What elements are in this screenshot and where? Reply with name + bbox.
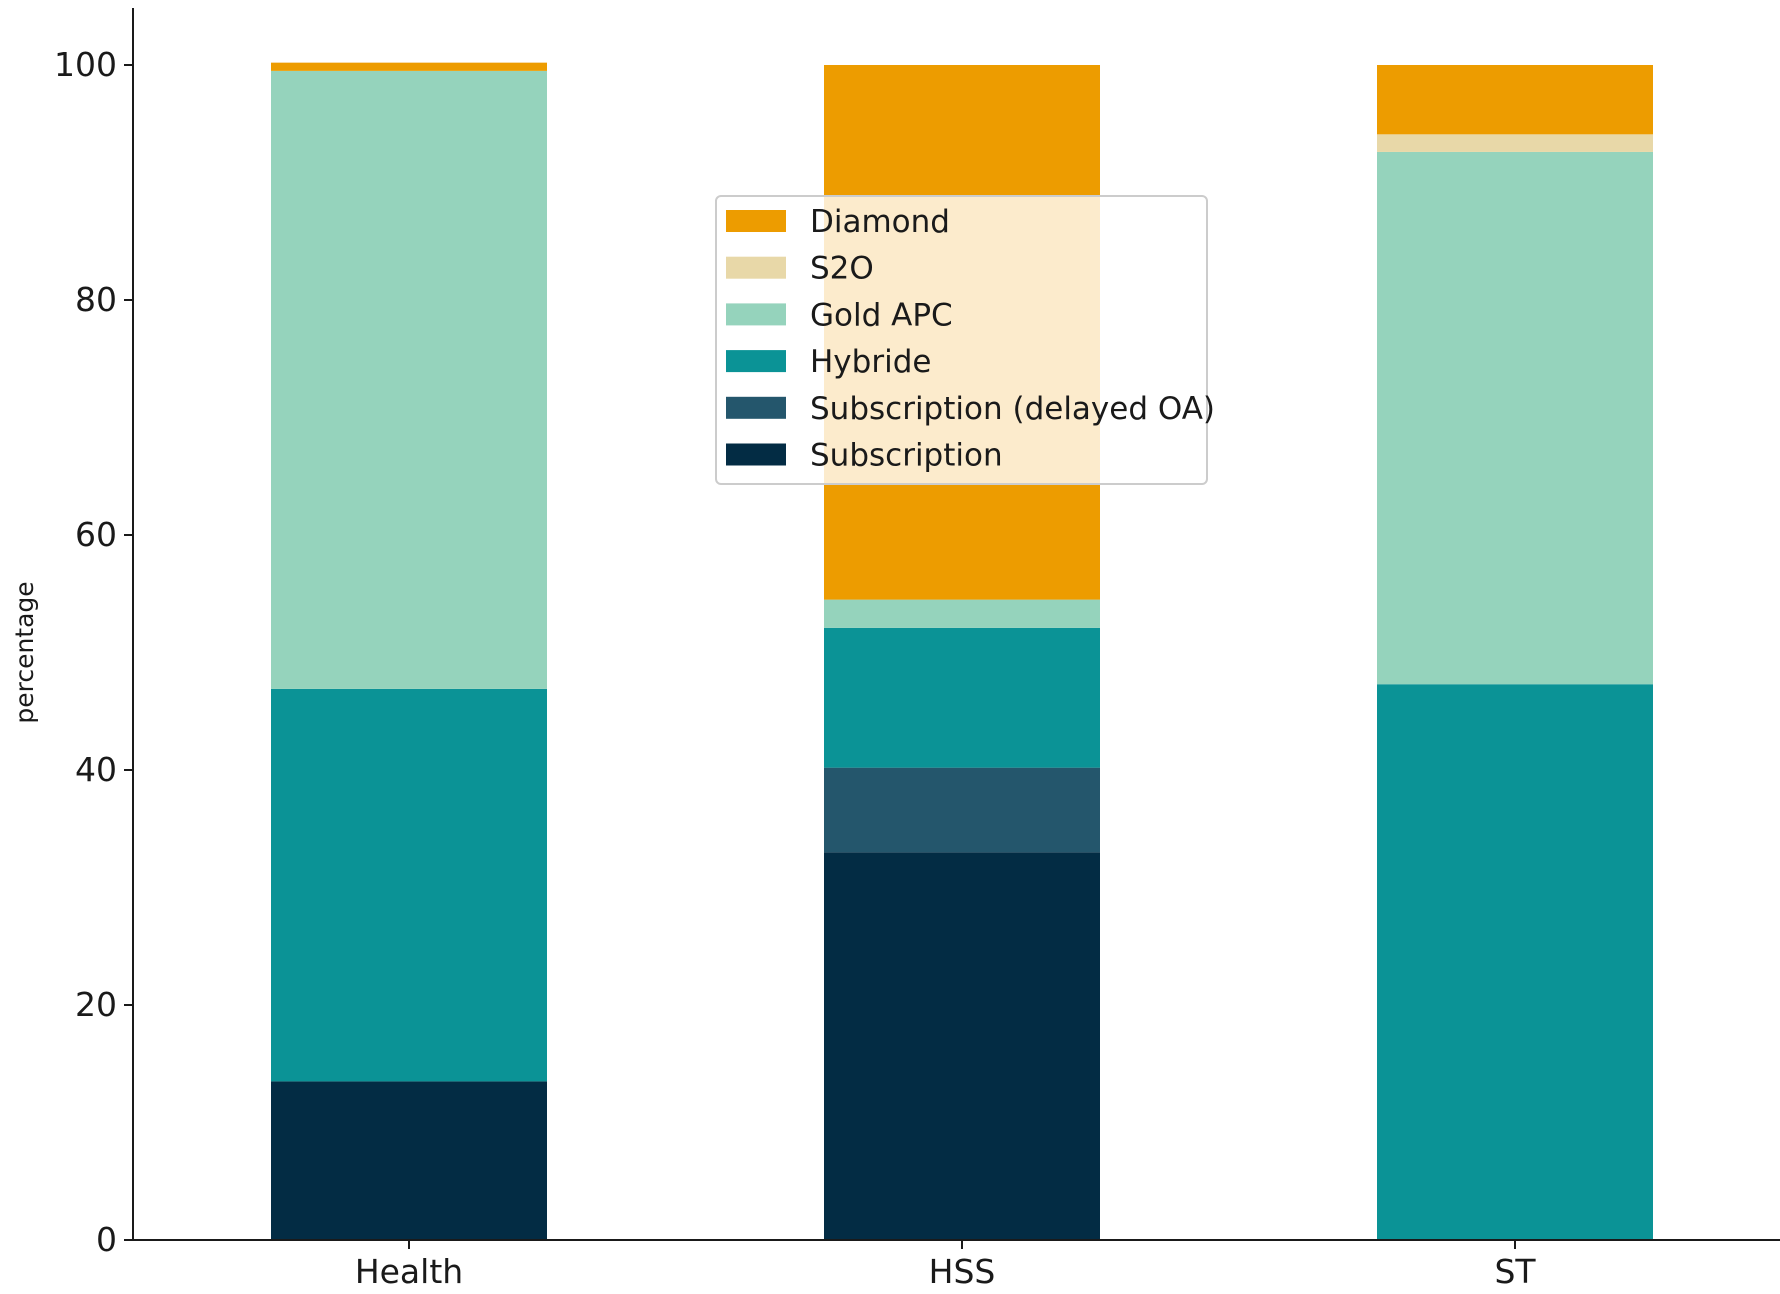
legend-label-hybride: Hybride xyxy=(810,344,931,380)
y-tick-label: 0 xyxy=(96,1220,117,1259)
bar-stack-st xyxy=(1377,65,1653,1240)
bar-segment-st-gold-apc xyxy=(1377,151,1653,685)
bar-segment-hss-gold-apc xyxy=(824,599,1100,628)
legend-swatch-hybride xyxy=(726,350,786,373)
legend-label-subscription-delayed-oa: Subscription (delayed OA) xyxy=(810,391,1215,427)
x-tick-label-health: Health xyxy=(355,1252,463,1291)
x-tick-label-st: ST xyxy=(1494,1252,1536,1291)
legend-label-gold-apc: Gold APC xyxy=(810,297,953,333)
bar-segment-hss-subscription xyxy=(824,852,1100,1240)
bar-segment-st-hybride xyxy=(1377,684,1653,1240)
bar-segment-health-hybride xyxy=(271,688,547,1082)
legend-label-subscription: Subscription xyxy=(810,438,1003,474)
y-tick-label: 80 xyxy=(75,280,117,319)
legend: Diamond S2O Gold APC Hybride Subscription (d… xyxy=(715,195,1215,485)
legend-swatch-gold-apc xyxy=(726,303,786,326)
y-tick-label: 20 xyxy=(75,985,117,1024)
legend-swatch-subscription xyxy=(726,443,786,466)
y-tick-label: 60 xyxy=(75,515,117,554)
y-tick-label: 100 xyxy=(54,45,117,84)
y-tick-label: 40 xyxy=(75,750,117,789)
legend-swatch-s2o xyxy=(726,256,786,279)
bar-segment-st-diamond xyxy=(1377,65,1653,135)
y-axis-label: percentage xyxy=(10,581,39,723)
bar-stack-health xyxy=(271,62,547,1240)
legend-swatch-diamond xyxy=(726,210,786,232)
legend-label-diamond: Diamond xyxy=(810,204,950,240)
bar-segment-health-diamond xyxy=(271,62,547,71)
bar-segment-health-gold-apc xyxy=(271,70,547,689)
bar-segment-hss-hybride xyxy=(824,627,1100,768)
bar-segment-st-s2o xyxy=(1377,134,1653,152)
bar-segment-hss-subscription-delayed-oa xyxy=(824,767,1100,853)
legend-box xyxy=(715,195,1208,485)
legend-label-s2o: S2O xyxy=(810,251,874,287)
bar-segment-health-subscription xyxy=(271,1081,547,1240)
legend-swatch-subscription-delayed-oa xyxy=(726,396,786,419)
x-tick-label-hss: HSS xyxy=(929,1252,996,1291)
axes-layer: 0 20 40 60 80 100 Health HSS ST percentage xyxy=(10,8,1780,1291)
